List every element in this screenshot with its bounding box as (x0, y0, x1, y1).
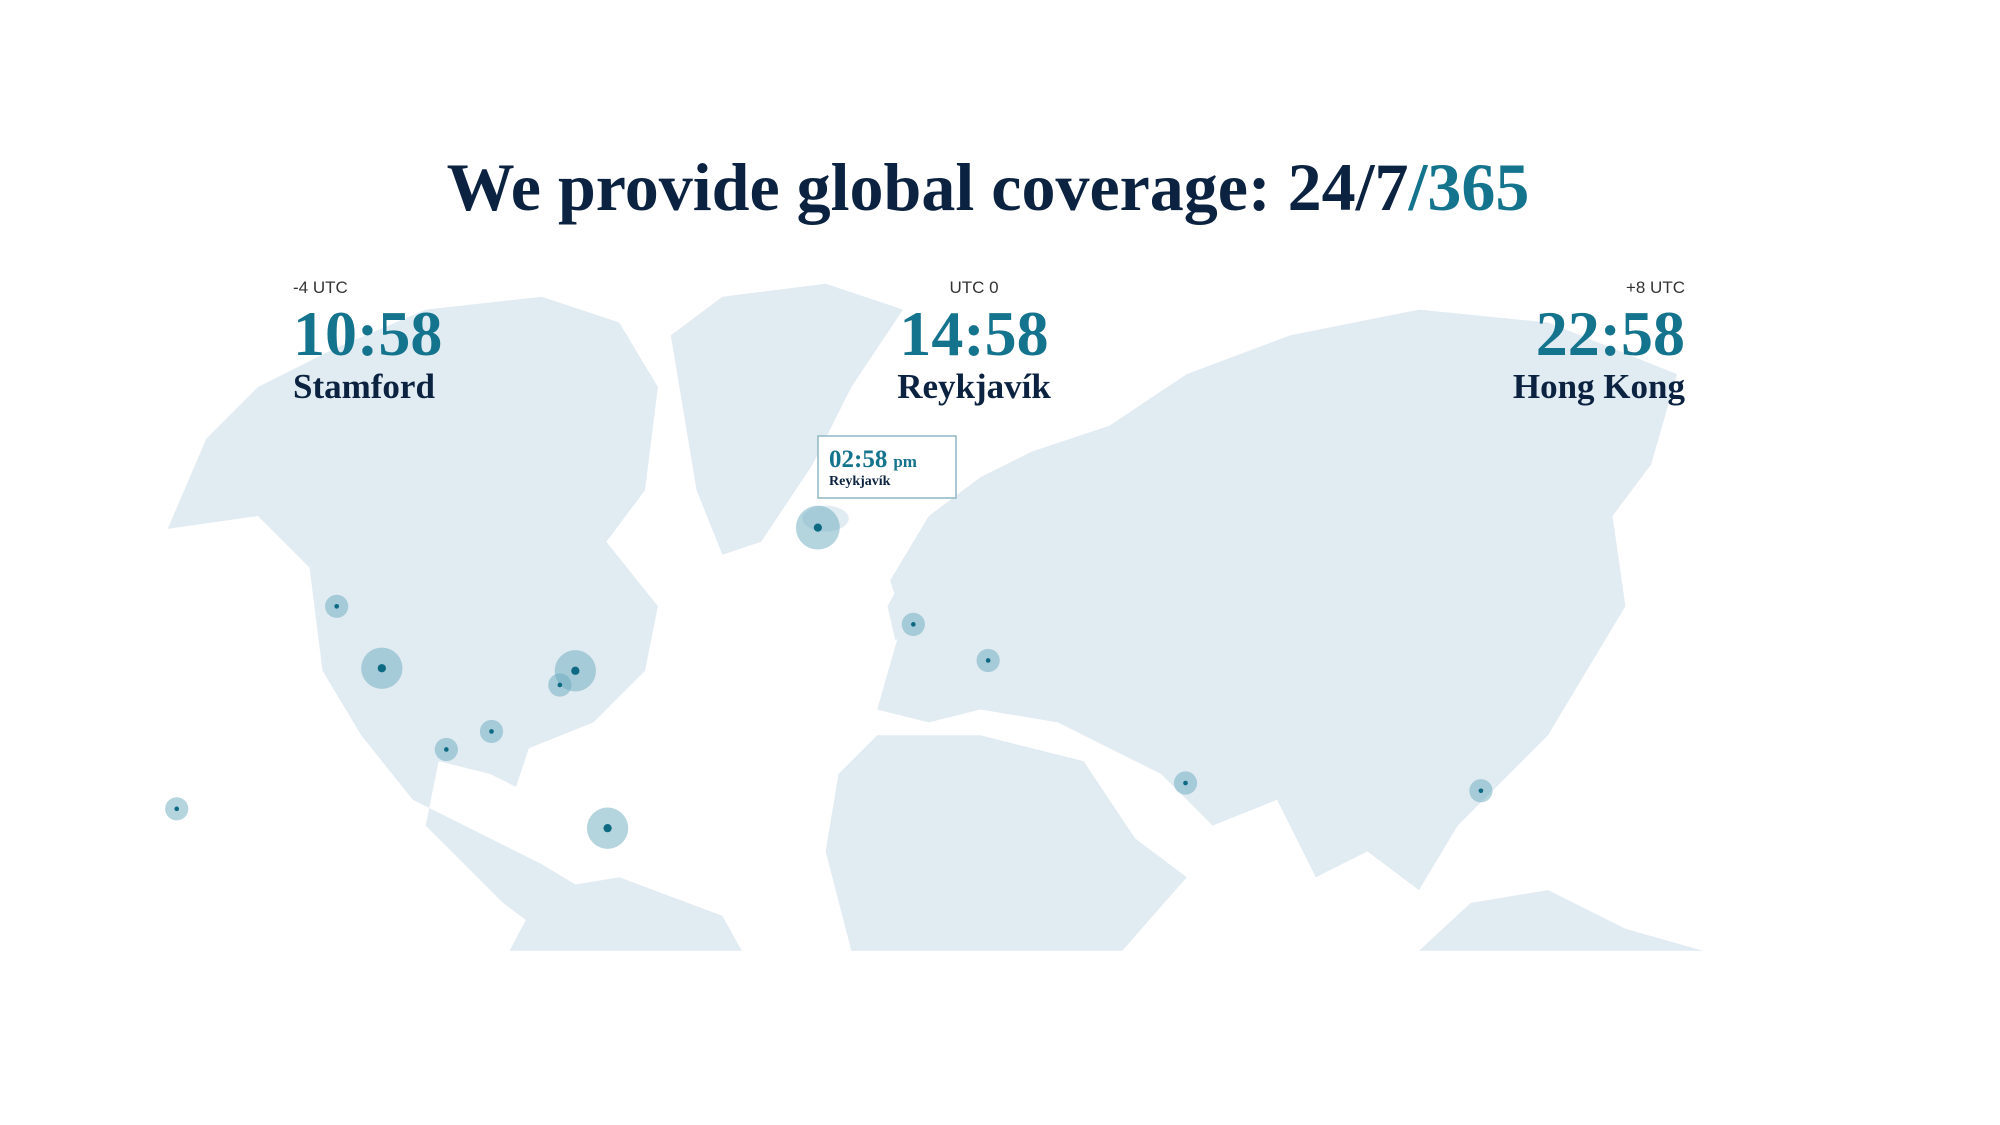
eurasia (877, 309, 1677, 891)
tooltip-time: 02:58 (829, 446, 887, 473)
clock-hong-kong: +8 UTC 22:58 Hong Kong (1513, 278, 1686, 406)
clock-city: Hong Kong (1513, 367, 1686, 406)
marker-dot (444, 747, 449, 752)
tooltip: 02:58 pm Reykjavík (817, 435, 957, 499)
marker-dot (377, 664, 386, 673)
heading-main: We provide global coverage: 24/7 (447, 149, 1409, 225)
marker-dot (603, 824, 612, 833)
marker-dot (334, 603, 340, 609)
utc-offset: UTC 0 (949, 278, 998, 297)
marker-dot (910, 622, 916, 627)
tooltip-time-line: 02:58 pm (829, 446, 917, 473)
tooltip-period: pm (893, 452, 917, 471)
heading-accent: /365 (1408, 149, 1530, 225)
north-america (167, 296, 658, 942)
world-map (167, 283, 1703, 951)
clock-time: 14:58 (899, 298, 1048, 369)
clock-time: 10:58 (293, 298, 442, 369)
clock-stamford: -4 UTC 10:58 Stamford (293, 278, 442, 406)
marker-dot (571, 666, 580, 675)
south-america (509, 877, 742, 951)
tooltip-box (817, 435, 957, 499)
tooltip-city: Reykjavík (829, 474, 891, 489)
marker-dot (489, 729, 494, 734)
southeast-asia (1419, 890, 1703, 951)
africa (825, 735, 1187, 951)
office-markers (165, 505, 1493, 849)
clock-time: 22:58 (1536, 298, 1685, 369)
marker-dot (174, 806, 180, 812)
clock-city: Stamford (293, 367, 435, 406)
marker-dot (1478, 788, 1484, 794)
utc-offset: -4 UTC (293, 278, 348, 297)
marker-dot (1183, 780, 1188, 786)
greenland (670, 283, 903, 555)
marker-dot (813, 523, 822, 532)
marker-dot (557, 682, 563, 688)
utc-offset: +8 UTC (1626, 278, 1685, 297)
marker-dot (985, 658, 991, 663)
clock-city: Reykjavík (897, 367, 1051, 406)
clock-reykjavik: UTC 0 14:58 Reykjavík (897, 278, 1051, 406)
heading: We provide global coverage: 24/7/365 (447, 149, 1530, 225)
